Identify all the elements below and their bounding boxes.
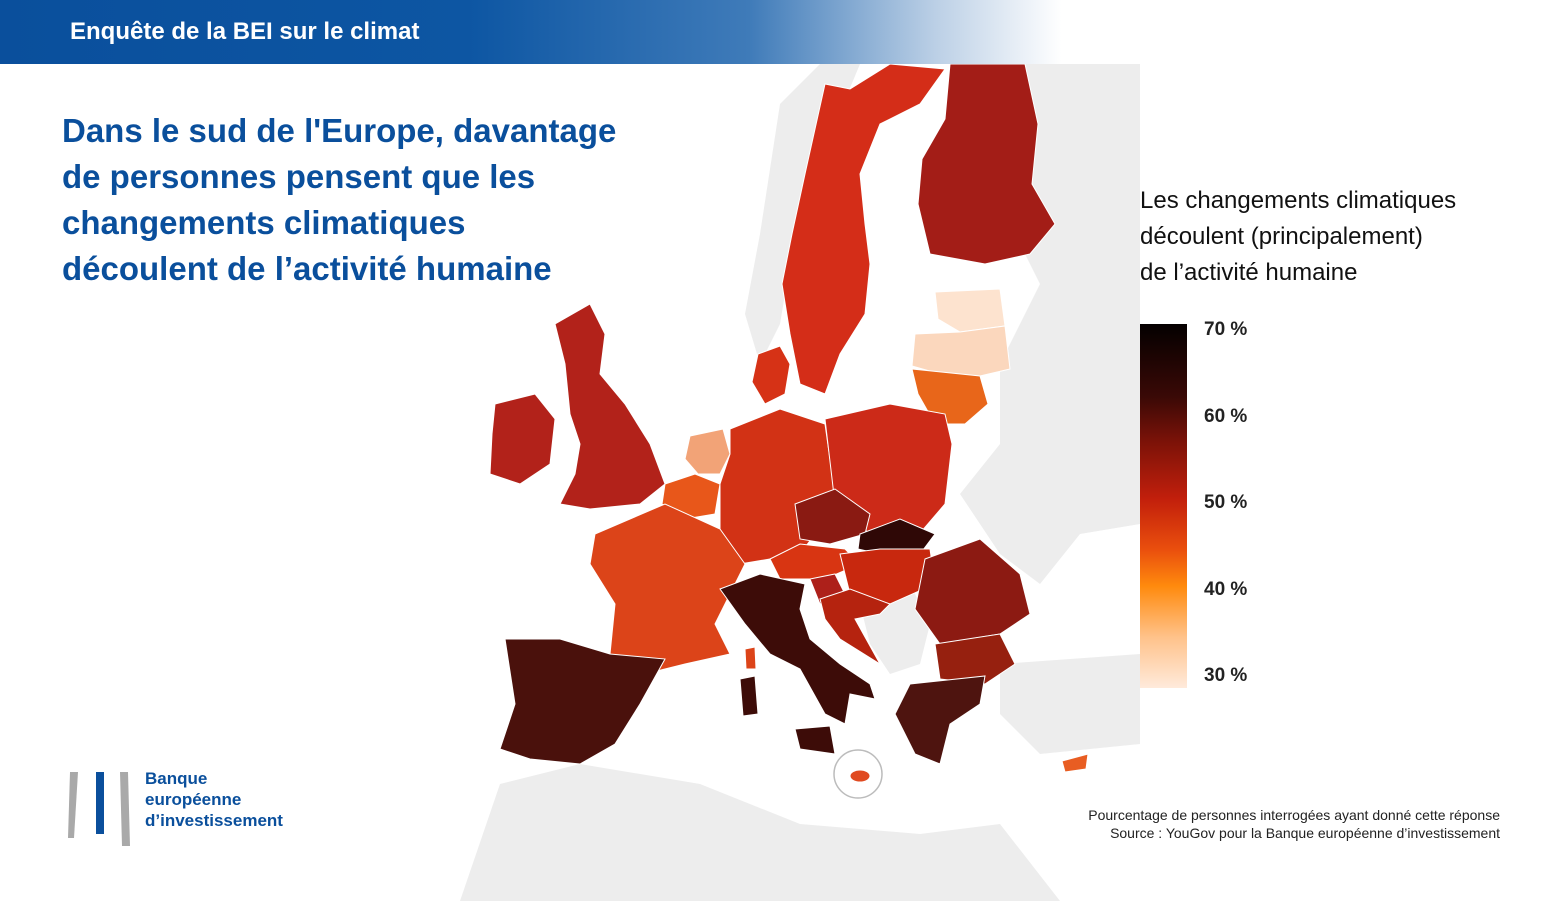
country-lithuania (911, 368, 989, 425)
logo-line: européenne (145, 790, 242, 809)
eib-logo-icon (68, 772, 130, 846)
country-finland (917, 64, 1056, 265)
country-uk (554, 303, 666, 510)
country-italy (719, 573, 876, 725)
malta-inset (833, 749, 883, 799)
legend-title-line: Les changements climatiques (1140, 187, 1457, 214)
banner-title: Enquête de la BEI sur le climat (70, 18, 420, 45)
countries (489, 64, 1089, 773)
legend-color-scale (1140, 324, 1187, 688)
source-line-2: Source : YouGov pour la Banque européenn… (1110, 825, 1500, 841)
legend-tick-30: 30 % (1204, 665, 1248, 686)
country-latvia (911, 325, 1011, 377)
logo-line: Banque (145, 769, 208, 788)
country-denmark (751, 345, 791, 405)
legend-title: Les changements climatiques découlent (p… (1140, 183, 1540, 291)
legend-title-line: découlent (principalement) (1140, 223, 1423, 250)
country-ireland (489, 393, 556, 485)
country-cyprus (1061, 753, 1089, 773)
country-spain (499, 638, 666, 765)
header-banner: Enquête de la BEI sur le climat (0, 0, 1561, 64)
source-line-1: Pourcentage de personnes interrogées aya… (1088, 807, 1500, 823)
legend-tick-50: 50 % (1204, 492, 1248, 513)
land-background-turkey (1000, 654, 1140, 754)
legend-tick-60: 60 % (1204, 406, 1248, 427)
europe-map (460, 64, 1140, 901)
country-croatia (819, 588, 891, 665)
source-note: Pourcentage de personnes interrogées aya… (1088, 806, 1500, 842)
country-corsica (744, 646, 757, 670)
country-greece (894, 675, 986, 765)
country-sweden (781, 64, 946, 395)
country-sicily (794, 725, 836, 755)
country-romania (914, 538, 1031, 645)
country-netherlands (684, 428, 731, 475)
legend-tick-40: 40 % (1204, 579, 1248, 600)
headline: Dans le sud de l'Europe, davantage de pe… (62, 112, 617, 287)
country-france (589, 503, 746, 675)
country-estonia (934, 288, 1006, 333)
legend-tick-70: 70 % (1204, 319, 1248, 340)
country-belgium (661, 473, 721, 520)
logo-line: d’investissement (145, 811, 283, 830)
country-bulgaria (934, 633, 1016, 685)
eib-logo-text: Banque européenne d’investissement (145, 768, 283, 831)
legend-title-line: de l’activité humaine (1140, 259, 1358, 286)
land-background-africa (460, 764, 1060, 901)
country-malta (849, 769, 871, 783)
country-sardinia (739, 675, 759, 717)
